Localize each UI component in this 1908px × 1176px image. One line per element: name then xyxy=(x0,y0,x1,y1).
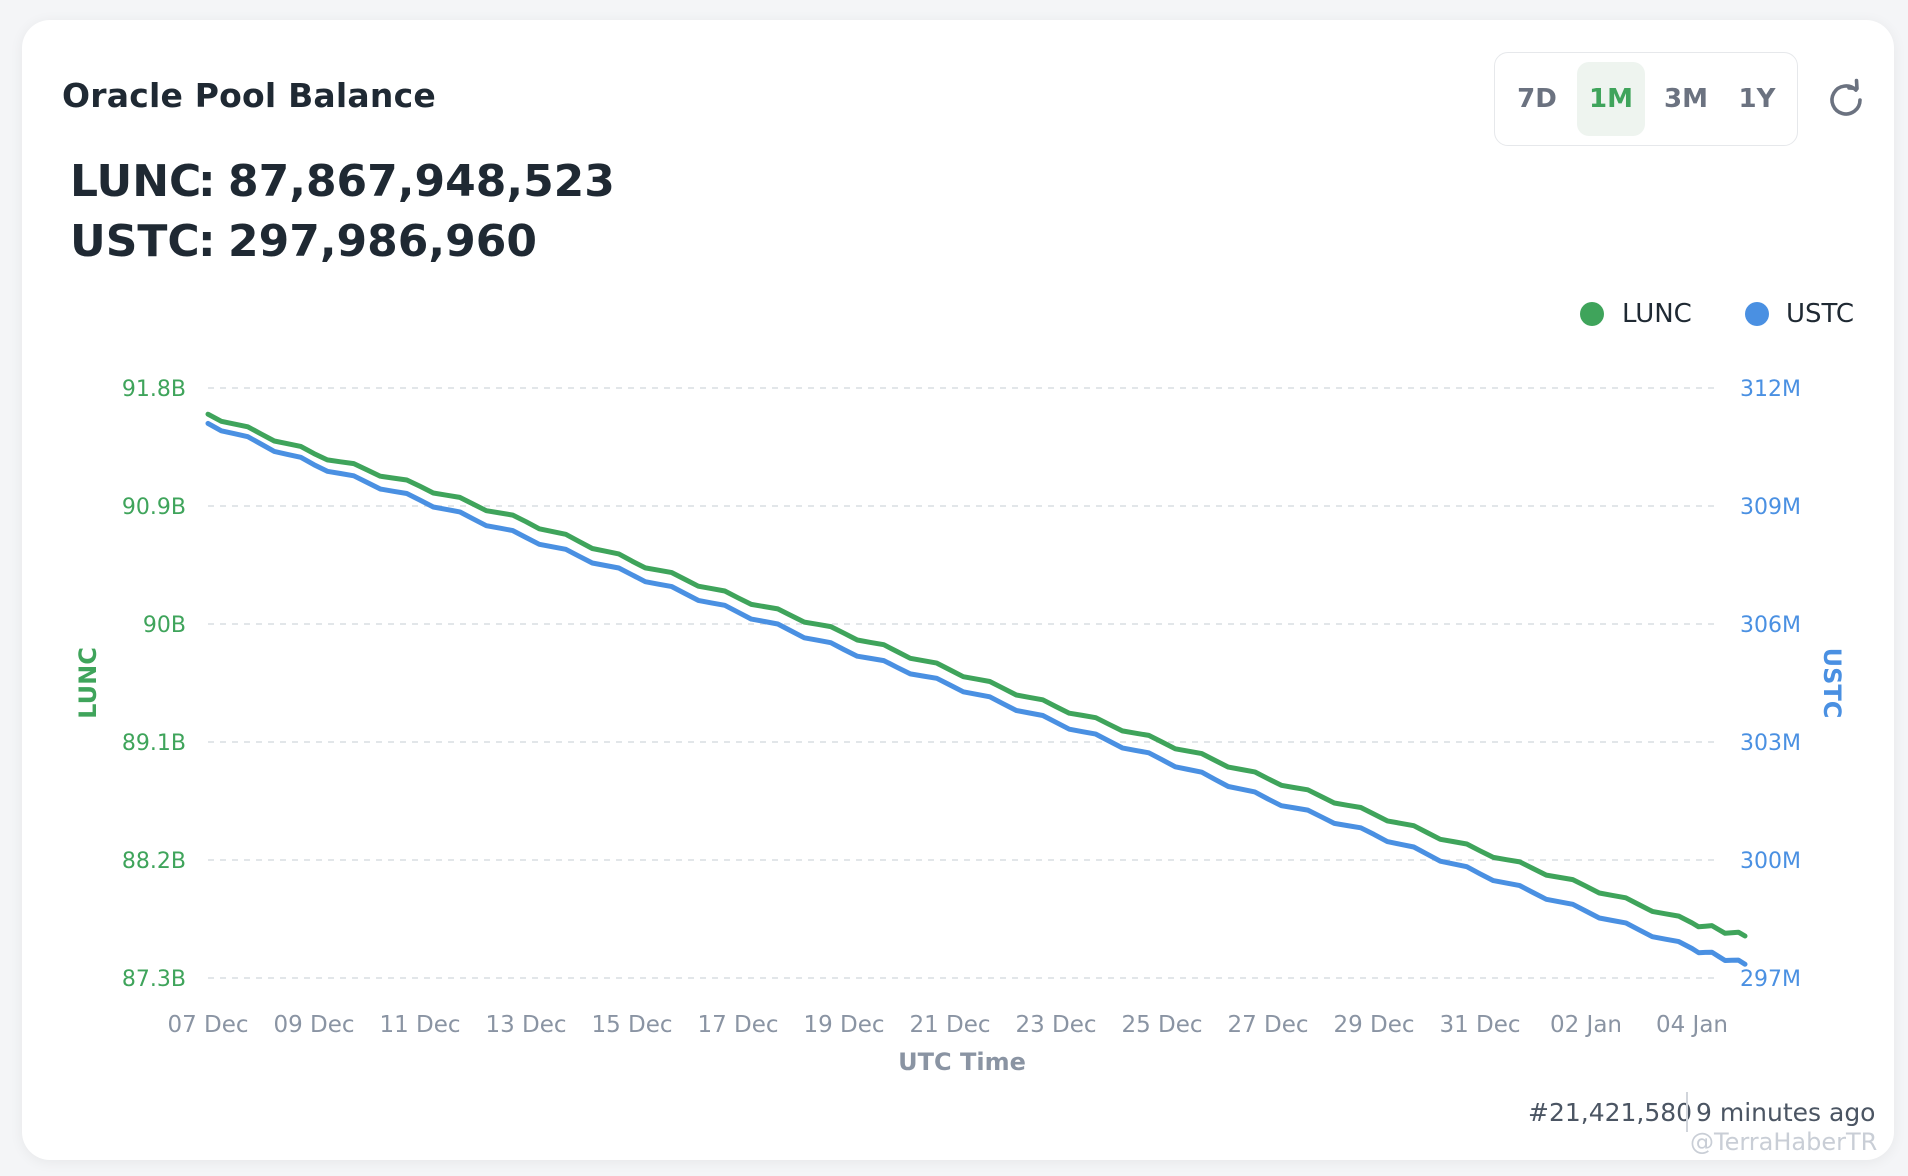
x-axis-tick: 29 Dec xyxy=(1333,1012,1414,1038)
legend-ustc-label: USTC xyxy=(1786,299,1854,329)
x-axis-tick: 25 Dec xyxy=(1121,1012,1202,1038)
ustc-axis-tick: 312M xyxy=(1740,377,1801,402)
refresh-icon[interactable] xyxy=(1824,78,1868,122)
oracle-pool-card: Oracle Pool Balance LUNC: 87,867,948,523 … xyxy=(22,20,1894,1160)
range-3m-button[interactable]: 3M xyxy=(1664,84,1708,114)
watermark: @TerraHaberTR xyxy=(1690,1128,1878,1156)
footer-divider xyxy=(1686,1092,1688,1132)
lunc-axis-tick: 88.2B xyxy=(122,849,186,874)
lunc-axis-tick: 87.3B xyxy=(122,967,186,992)
lunc-balance-separator: : xyxy=(198,156,216,207)
last-updated: 9 minutes ago xyxy=(1696,1098,1876,1127)
legend-ustc-marker xyxy=(1745,302,1769,326)
ustc-series-line xyxy=(205,420,1748,967)
range-1y-button[interactable]: 1Y xyxy=(1738,84,1776,114)
lunc-axis-tick: 91.8B xyxy=(122,377,186,402)
x-axis-tick: 11 Dec xyxy=(379,1012,460,1038)
lunc-balance-label: LUNC xyxy=(70,156,202,207)
range-1m-button[interactable]: 1M xyxy=(1577,62,1645,136)
x-axis-tick: 21 Dec xyxy=(909,1012,990,1038)
ustc-balance: USTC: 297,986,960 xyxy=(70,216,537,267)
x-axis-tick: 23 Dec xyxy=(1015,1012,1096,1038)
block-height: #21,421,580 xyxy=(1528,1098,1693,1127)
legend-lunc-marker xyxy=(1580,302,1604,326)
legend-lunc-label: LUNC xyxy=(1622,299,1692,329)
range-7d-button[interactable]: 7D xyxy=(1517,84,1557,114)
x-axis-title: UTC Time xyxy=(898,1048,1026,1076)
lunc-axis-tick: 90.9B xyxy=(122,495,186,520)
ustc-axis-title: USTC xyxy=(1818,648,1846,719)
x-axis-tick: 27 Dec xyxy=(1227,1012,1308,1038)
x-axis-tick: 09 Dec xyxy=(273,1012,354,1038)
x-axis-tick: 13 Dec xyxy=(485,1012,566,1038)
x-axis-tick: 07 Dec xyxy=(167,1012,248,1038)
x-axis-tick: 17 Dec xyxy=(697,1012,778,1038)
card-title: Oracle Pool Balance xyxy=(62,76,436,115)
ustc-axis-tick: 297M xyxy=(1740,967,1801,992)
lunc-balance-value: 87,867,948,523 xyxy=(228,156,615,207)
ustc-balance-separator: : xyxy=(198,216,216,267)
x-axis-tick: 15 Dec xyxy=(591,1012,672,1038)
x-axis-tick: 31 Dec xyxy=(1439,1012,1520,1038)
x-axis-tick: 02 Jan xyxy=(1550,1012,1622,1038)
lunc-axis-title: LUNC xyxy=(74,647,102,719)
lunc-axis-tick: 90B xyxy=(143,613,186,638)
ustc-balance-value: 297,986,960 xyxy=(228,216,537,267)
ustc-axis-tick: 306M xyxy=(1740,613,1801,638)
lunc-axis-tick: 89.1B xyxy=(122,731,186,756)
x-axis-tick: 19 Dec xyxy=(803,1012,884,1038)
ustc-axis-tick: 309M xyxy=(1740,495,1801,520)
x-axis-tick: 04 Jan xyxy=(1656,1012,1728,1038)
lunc-balance: LUNC: 87,867,948,523 xyxy=(70,156,615,207)
time-range-selector: 7D 1M 3M 1Y xyxy=(1494,52,1798,146)
lunc-series-line xyxy=(205,411,1748,939)
ustc-balance-label: USTC xyxy=(70,216,200,267)
ustc-axis-tick: 300M xyxy=(1740,849,1801,874)
ustc-axis-tick: 303M xyxy=(1740,731,1801,756)
